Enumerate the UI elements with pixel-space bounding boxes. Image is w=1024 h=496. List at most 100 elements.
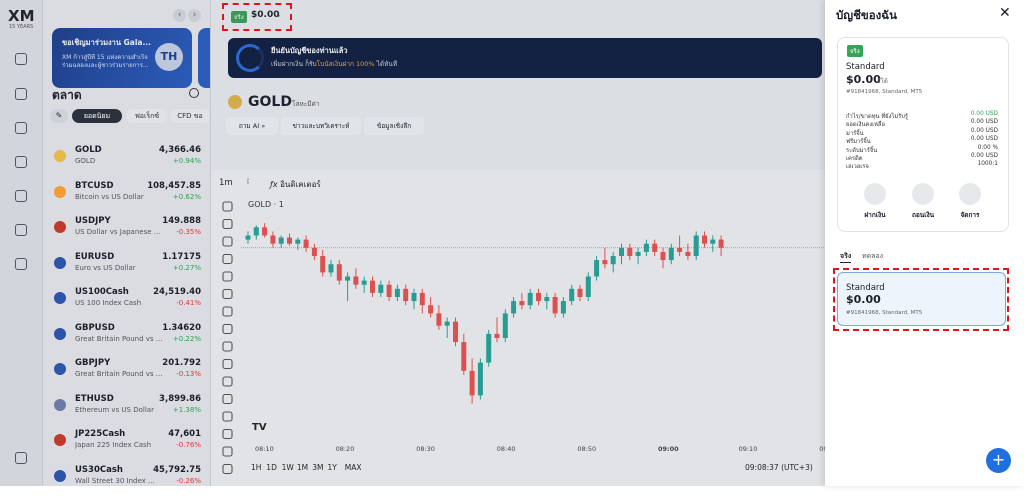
candle-body <box>627 247 633 256</box>
interval[interactable]: 1m <box>219 178 233 188</box>
candle-body <box>386 284 392 297</box>
candle-body <box>693 235 699 256</box>
detail-value: 1000:1 <box>977 161 998 168</box>
action-icon[interactable] <box>864 183 886 205</box>
price: 47,601 <box>168 429 201 439</box>
nav-icon[interactable] <box>15 122 27 134</box>
search-icon[interactable] <box>189 88 199 98</box>
detail-label: มาร์จิ้น <box>846 130 864 137</box>
nav-icon[interactable] <box>15 258 27 270</box>
nav-icon[interactable] <box>15 156 27 168</box>
carousel-next[interactable]: › <box>188 9 201 22</box>
description: Wall Street 30 Index ... <box>75 476 155 485</box>
market-tab[interactable]: ฟอเร็กซ์ <box>126 109 168 123</box>
instrument-button[interactable]: ข้อมูลเชิงลึก <box>364 117 424 135</box>
symbol: GBPJPY <box>75 358 111 368</box>
candle-body <box>353 276 359 285</box>
candle-body <box>311 247 317 256</box>
text: ได้ทันที <box>374 60 398 68</box>
price: 149.888 <box>162 216 201 226</box>
action-label[interactable]: ถอนเงิน <box>911 211 935 219</box>
change: +0.22% <box>172 334 201 343</box>
caret[interactable]: ⌄ <box>275 10 282 19</box>
description: Great Britain Pound vs ... <box>75 370 163 378</box>
promo-title: ขอเชิญมาร่วมงาน Gala... <box>62 38 152 47</box>
action-icon[interactable] <box>912 183 934 205</box>
candle-body <box>511 301 517 314</box>
promo-badge: TH <box>155 43 183 71</box>
tool-icon <box>222 341 233 352</box>
detail-label: เลเวอเรจ <box>846 164 869 171</box>
nav-icon[interactable] <box>15 190 27 202</box>
candle-type[interactable]: ⧙ <box>247 177 249 187</box>
instrument-button[interactable]: ข่าวและบทวิเคราะห์ <box>281 117 361 135</box>
account-tab[interactable]: ทดลอง <box>862 252 884 260</box>
nav-icon[interactable] <box>15 88 27 100</box>
period-button[interactable]: MAX <box>345 463 362 472</box>
action-icon[interactable] <box>959 183 981 205</box>
logo[interactable]: XM <box>8 7 35 25</box>
instrument-button[interactable]: ถาม AI » <box>226 117 278 135</box>
nav-icon[interactable] <box>15 224 27 236</box>
candle-body <box>419 292 425 306</box>
market-tab[interactable]: ยอดนิยม <box>72 109 122 123</box>
candle-body <box>502 313 508 338</box>
account-tab[interactable]: จริง <box>840 251 852 263</box>
drawer <box>825 0 1024 486</box>
flag-icon <box>54 398 66 411</box>
verify-banner[interactable] <box>228 38 822 78</box>
period-button[interactable]: 3M <box>312 463 323 472</box>
promo-card-next[interactable] <box>198 28 210 88</box>
candle-body <box>303 239 309 248</box>
candle-body <box>544 297 550 302</box>
symbol: USDJPY <box>75 216 111 226</box>
period-button[interactable]: 1H <box>251 463 261 472</box>
edit-tab[interactable]: ✎ <box>50 109 68 123</box>
candle-body <box>652 243 658 252</box>
account-badge[interactable]: จริง <box>231 11 247 23</box>
instrument-category: โลหะมีค่า <box>292 100 320 108</box>
action-label[interactable]: ฝากเงิน <box>864 211 886 219</box>
period-button[interactable]: 1W <box>282 463 295 472</box>
candle-body <box>619 247 624 256</box>
change: -0.35% <box>176 228 201 236</box>
detail-value: 0.00 USD <box>970 153 998 159</box>
period-button[interactable]: 1M <box>297 463 308 472</box>
change: +1.38% <box>172 405 201 414</box>
candle-body <box>677 247 683 252</box>
price: 4,366.46 <box>159 145 201 155</box>
carousel-prev[interactable]: ‹ <box>173 9 186 22</box>
markets-title: ตลาด <box>52 88 82 102</box>
nav-icon[interactable] <box>15 452 27 464</box>
account-balance[interactable]: $0.00 <box>251 10 280 20</box>
promo-text: XM ก้าวสู่ปีที่ 15 แห่งความสำเร็จ ร่วมฉล… <box>62 54 149 69</box>
account-card <box>837 37 1009 232</box>
detail-value: 0.00 USD <box>970 136 998 143</box>
change: -0.76% <box>176 441 201 449</box>
nav-icon[interactable] <box>15 53 27 65</box>
candle-body <box>569 288 575 302</box>
tool-icon <box>222 463 233 475</box>
change: +0.94% <box>172 157 201 165</box>
period-button[interactable]: 1D <box>266 463 277 472</box>
description: Ethereum vs US Dollar <box>75 405 154 414</box>
market-tab[interactable]: CFD ขอ <box>170 109 210 123</box>
candle-body <box>536 292 541 302</box>
verify-title: ยืนยันบัญชีของท่านแล้ว <box>271 46 348 55</box>
candle-body <box>494 333 500 338</box>
fab-add[interactable]: + <box>986 448 1011 473</box>
selected-account[interactable] <box>837 272 1006 326</box>
symbol: GOLD <box>75 145 102 155</box>
candle-body <box>287 237 292 244</box>
candle-body <box>320 256 326 273</box>
close-button[interactable]: ✕ <box>999 5 1011 21</box>
candle-body <box>585 276 591 297</box>
flag-icon <box>54 292 66 304</box>
period-button[interactable]: 1Y <box>328 463 338 472</box>
candle-body <box>345 276 351 281</box>
selected-account-id: #91841968, Standard, MT5 <box>846 310 923 316</box>
detail-label: ฟรีมาร์จิ้น <box>846 139 871 146</box>
indicators[interactable]: ƒx อินดิเคเตอร์ <box>270 178 321 191</box>
candle-body <box>270 235 276 244</box>
action-label[interactable]: จัดการ <box>960 211 980 219</box>
